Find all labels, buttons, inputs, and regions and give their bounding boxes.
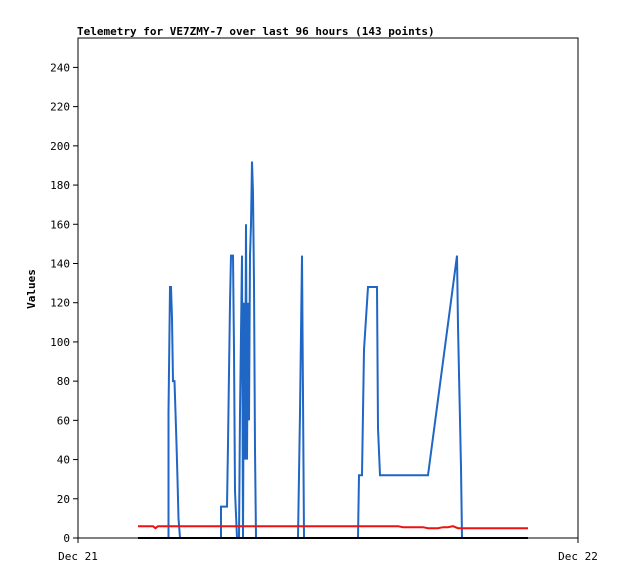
y-ticks: 0 20 40 60 80 100 120 140 160 180 200 220 240 — [50, 61, 78, 545]
y-tick-label: 100 — [50, 336, 70, 349]
y-tick-label: 180 — [50, 179, 70, 192]
y-tick-label: 220 — [50, 101, 70, 114]
y-tick-label: 160 — [50, 218, 70, 231]
y-tick-label: 80 — [57, 375, 70, 388]
y-tick-label: 120 — [50, 297, 70, 310]
y-tick-label: 20 — [57, 493, 70, 506]
y-tick-label: 0 — [63, 532, 70, 545]
series-layer — [138, 161, 528, 539]
plot-frame — [77, 37, 579, 539]
chart-title: Telemetry for VE7ZMY-7 over last 96 hour… — [77, 25, 435, 38]
series-line-blue — [167, 161, 463, 539]
x-ticks: Dec 21 Dec 22 — [58, 538, 598, 563]
x-tick-label: Dec 22 — [558, 550, 598, 563]
x-tick-label: Dec 21 — [58, 550, 98, 563]
y-tick-label: 140 — [50, 257, 70, 270]
y-tick-label: 60 — [57, 414, 70, 427]
y-tick-label: 40 — [57, 454, 70, 467]
series-line-red — [138, 525, 528, 530]
y-tick-label: 240 — [50, 61, 70, 74]
y-axis-label: Values — [25, 269, 38, 309]
y-tick-label: 200 — [50, 140, 70, 153]
